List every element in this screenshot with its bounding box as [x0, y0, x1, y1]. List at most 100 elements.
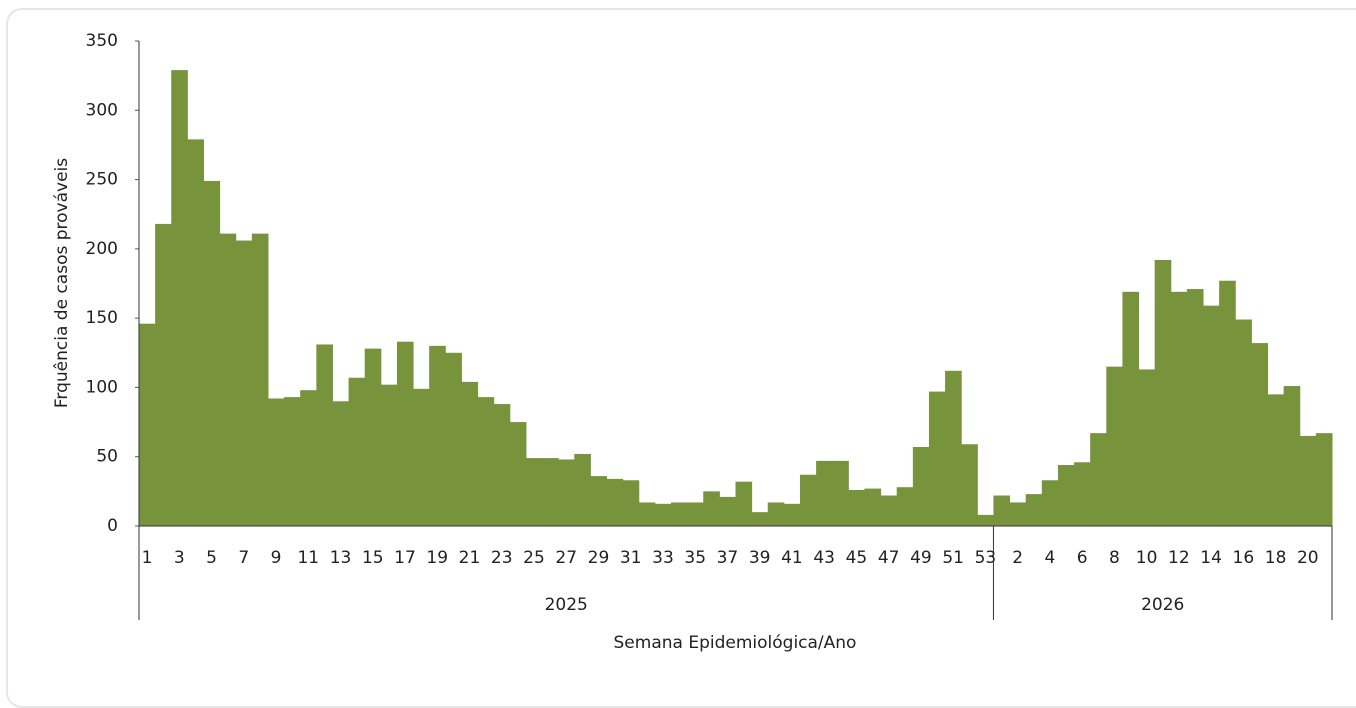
x-tick-label: 53 [975, 548, 997, 568]
bar [542, 458, 559, 526]
x-tick-label: 8 [1109, 548, 1120, 568]
bar [1122, 291, 1140, 526]
x-tick-label: 35 [684, 548, 706, 568]
bar [332, 401, 350, 526]
bar [816, 460, 833, 526]
y-tick-label: 200 [86, 239, 118, 259]
bar [509, 422, 527, 526]
y-tick-label: 350 [86, 31, 118, 51]
group-label: 2025 [545, 595, 588, 615]
x-tick-label: 45 [846, 548, 868, 568]
x-tick-label: 41 [781, 548, 803, 568]
bar [477, 397, 495, 526]
bar [654, 503, 672, 526]
bar [1090, 433, 1107, 526]
bar [864, 488, 882, 526]
bar [945, 370, 962, 526]
x-tick-label: 12 [1168, 548, 1190, 568]
x-tick-label: 9 [271, 548, 282, 568]
x-tick-label: 19 [426, 548, 448, 568]
x-tick-label: 1 [142, 548, 153, 568]
x-tick-label: 6 [1077, 548, 1088, 568]
bar [1009, 502, 1027, 526]
y-tick-label: 0 [107, 516, 118, 536]
bar [413, 388, 430, 526]
bar [461, 381, 479, 526]
bar [638, 502, 656, 526]
group-label: 2026 [1141, 595, 1184, 615]
x-tick-label: 16 [1233, 548, 1255, 568]
bar [1170, 291, 1188, 526]
bar [574, 453, 591, 526]
bar [703, 491, 720, 526]
bar [928, 391, 946, 526]
x-tick-label: 7 [238, 548, 249, 568]
bar [896, 487, 914, 526]
bar [719, 496, 736, 526]
bar [155, 223, 172, 526]
bar [1267, 394, 1285, 526]
bar [348, 377, 366, 526]
bar [493, 404, 511, 526]
bar [622, 480, 640, 526]
bar [832, 460, 849, 526]
bar [671, 502, 688, 526]
x-tick-label: 17 [394, 548, 416, 568]
y-tick-label: 100 [86, 377, 118, 397]
bar [735, 481, 753, 526]
bar [203, 180, 221, 526]
x-tick-label: 13 [330, 548, 352, 568]
bar [687, 502, 704, 526]
x-tick-label: 39 [749, 548, 771, 568]
bar [235, 240, 253, 527]
bar [1186, 289, 1204, 526]
bar [1315, 433, 1333, 526]
bar [219, 233, 237, 526]
x-tick-label: 11 [297, 548, 319, 568]
bar [429, 345, 446, 526]
x-tick-label: 33 [652, 548, 674, 568]
chart: Frquência de casos prováveis Semana Epid… [52, 31, 1333, 653]
x-tick-label: 10 [1136, 548, 1158, 568]
x-tick-label: 3 [174, 548, 185, 568]
x-tick-label: 27 [555, 548, 577, 568]
bar [171, 70, 188, 526]
bar [993, 495, 1011, 526]
bar [1041, 480, 1059, 526]
bar [525, 458, 543, 526]
bar [1025, 494, 1043, 526]
x-axis-title: Semana Epidemiológica/Ano [614, 633, 857, 653]
bar [1106, 366, 1123, 526]
bar [767, 502, 785, 526]
bar [1203, 305, 1220, 526]
y-tick-label: 250 [86, 170, 118, 190]
bar [139, 323, 156, 526]
bar [799, 474, 817, 526]
bar [558, 459, 575, 526]
x-tick-label: 14 [1200, 548, 1222, 568]
bar [590, 476, 608, 526]
bar [1219, 280, 1236, 526]
x-tick-label: 37 [717, 548, 739, 568]
y-tick-label: 150 [86, 308, 118, 328]
bar [187, 139, 204, 526]
x-tick-label: 23 [491, 548, 513, 568]
x-tick-label: 47 [878, 548, 900, 568]
bar [1154, 259, 1172, 526]
bar [783, 503, 801, 526]
x-tick-label: 4 [1044, 548, 1055, 568]
bar [751, 512, 769, 526]
x-tick-label: 31 [620, 548, 642, 568]
x-tick-label: 51 [942, 548, 964, 568]
x-tick-label: 29 [588, 548, 610, 568]
bar [316, 344, 333, 526]
bar [251, 233, 269, 526]
x-tick-label: 49 [910, 548, 932, 568]
x-tick-label: 25 [523, 548, 545, 568]
x-tick-label: 15 [362, 548, 384, 568]
x-tick-label: 20 [1297, 548, 1319, 568]
y-axis-title: Frquência de casos prováveis [52, 158, 72, 408]
bar [267, 398, 285, 526]
bar [300, 390, 317, 526]
bar [606, 478, 624, 526]
